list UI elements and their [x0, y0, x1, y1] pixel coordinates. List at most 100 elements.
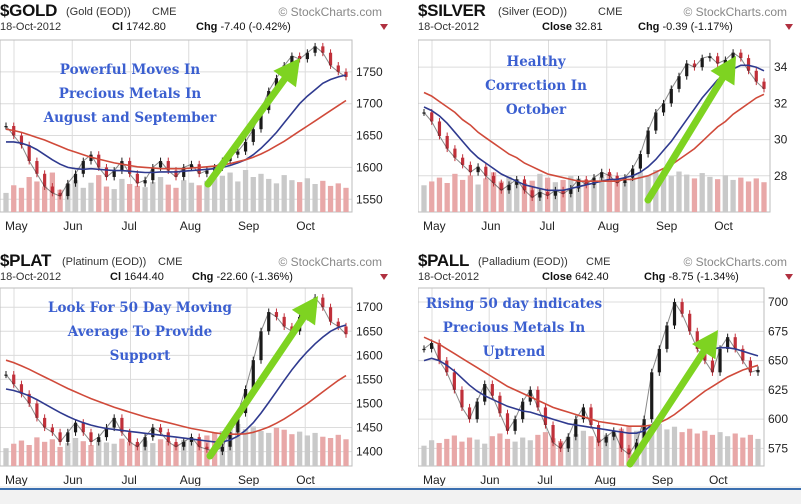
- trend-arrow-icon: [710, 56, 736, 86]
- dropdown-triangle-icon[interactable]: [380, 274, 388, 280]
- volume-bar: [436, 177, 443, 212]
- price-bar: [251, 360, 255, 390]
- chart-header: $SILVER (Silver (EOD)) CME © StockCharts…: [418, 0, 801, 34]
- price-bar: [460, 389, 464, 408]
- price-bar: [43, 173, 47, 187]
- price-bar: [654, 112, 658, 131]
- volume-bar: [34, 181, 40, 212]
- volume-bar: [289, 434, 295, 466]
- y-tick-label: 1400: [356, 445, 383, 459]
- long-moving-average-line: [423, 336, 759, 427]
- price-bar: [328, 52, 333, 66]
- volume-bar: [3, 192, 9, 212]
- price-bar: [267, 312, 271, 332]
- chart-symbol: $PALL: [418, 251, 470, 270]
- price-bar: [120, 161, 124, 171]
- x-tick-label: Sep: [656, 219, 678, 233]
- volume-bar: [497, 433, 503, 466]
- volume-bar: [266, 432, 272, 466]
- volume-bar: [173, 443, 179, 466]
- chart-exchange: CME: [158, 256, 183, 268]
- price-bar: [305, 52, 309, 60]
- annotation-line: Powerful Moves In: [60, 62, 201, 78]
- volume-bar: [702, 430, 708, 466]
- volume-bar: [289, 180, 295, 212]
- volume-bar: [96, 175, 102, 212]
- x-tick-label: Sep: [652, 473, 674, 486]
- price-bar: [498, 395, 502, 414]
- price-bar: [220, 446, 224, 452]
- price-change: Chg -22.60 (-1.36%): [192, 271, 293, 283]
- x-tick-label: Jul: [537, 473, 552, 486]
- volume-bar: [452, 173, 458, 212]
- volume-bar: [343, 439, 349, 466]
- volume-bar: [11, 185, 17, 212]
- price-line: [5, 296, 347, 453]
- volume-bar: [676, 171, 682, 212]
- chart-date: 18-Oct-2012: [418, 271, 480, 283]
- x-tick-label: Aug: [180, 219, 201, 233]
- price-bar: [104, 167, 109, 177]
- x-tick-label: May: [5, 219, 28, 233]
- volume-bar: [41, 441, 48, 466]
- y-tick-label: 1750: [356, 65, 383, 79]
- price-bar: [19, 384, 24, 394]
- x-tick-label: Aug: [598, 219, 619, 233]
- volume-bar: [474, 439, 480, 466]
- volume-bar: [242, 170, 249, 212]
- volume-bar: [738, 177, 744, 212]
- price-bar: [536, 389, 540, 408]
- price-bar: [528, 389, 532, 402]
- price-bar: [321, 46, 325, 53]
- volume-bar: [150, 182, 156, 212]
- price-bar: [741, 348, 745, 361]
- price-bar: [313, 46, 317, 53]
- price-bar: [422, 348, 426, 351]
- price-bar: [143, 180, 147, 184]
- price-bar: [158, 427, 163, 433]
- price-bar: [723, 59, 727, 64]
- volume-bar: [755, 438, 761, 466]
- chart-header: $GOLD (Gold (EOD)) CME © StockCharts.com…: [0, 0, 396, 34]
- price-change: Chg -7.40 (-0.42%): [196, 21, 291, 33]
- long-moving-average-line: [5, 99, 347, 170]
- chart-symbol: $GOLD: [0, 1, 58, 20]
- trend-arrow-shaft: [204, 75, 289, 188]
- price-bar: [112, 417, 116, 428]
- volume-bar: [466, 437, 473, 466]
- volume-bar: [679, 432, 685, 466]
- volume-bar: [242, 429, 249, 466]
- close-price: Cl 1742.80: [112, 21, 166, 33]
- volume-bar: [514, 179, 520, 212]
- price-bar: [453, 148, 457, 158]
- dropdown-triangle-icon[interactable]: [785, 24, 793, 30]
- price-bar: [50, 427, 54, 433]
- volume-bar: [444, 438, 450, 466]
- volume-bar: [157, 439, 164, 466]
- volume-bar: [459, 441, 465, 466]
- price-bar: [81, 161, 85, 174]
- volume-bar: [459, 179, 466, 212]
- price-bar: [754, 70, 758, 82]
- price-bar: [538, 192, 542, 198]
- price-bar: [19, 135, 24, 146]
- price-bar: [561, 190, 565, 194]
- y-tick-label: 1450: [356, 421, 383, 435]
- price-bar: [551, 425, 555, 443]
- volume-bar: [196, 185, 202, 212]
- y-tick-label: 1600: [356, 348, 383, 362]
- dropdown-triangle-icon[interactable]: [380, 24, 388, 30]
- platinum-price-chart: 1400 1450 1500 1550 1600 1650 1700 May Jun Jul Aug…: [0, 287, 383, 486]
- volume-bar: [327, 438, 334, 466]
- volume-bar: [558, 440, 564, 466]
- volume-bar: [235, 181, 241, 212]
- volume-bar: [119, 178, 125, 212]
- dropdown-triangle-icon[interactable]: [785, 274, 793, 280]
- volume-bar: [542, 432, 549, 466]
- price-bar: [600, 172, 604, 178]
- volume-bar: [273, 183, 280, 212]
- volume-bar: [18, 187, 25, 212]
- price-bar: [336, 65, 340, 72]
- volume-bar: [204, 180, 210, 212]
- volume-bar: [181, 439, 187, 466]
